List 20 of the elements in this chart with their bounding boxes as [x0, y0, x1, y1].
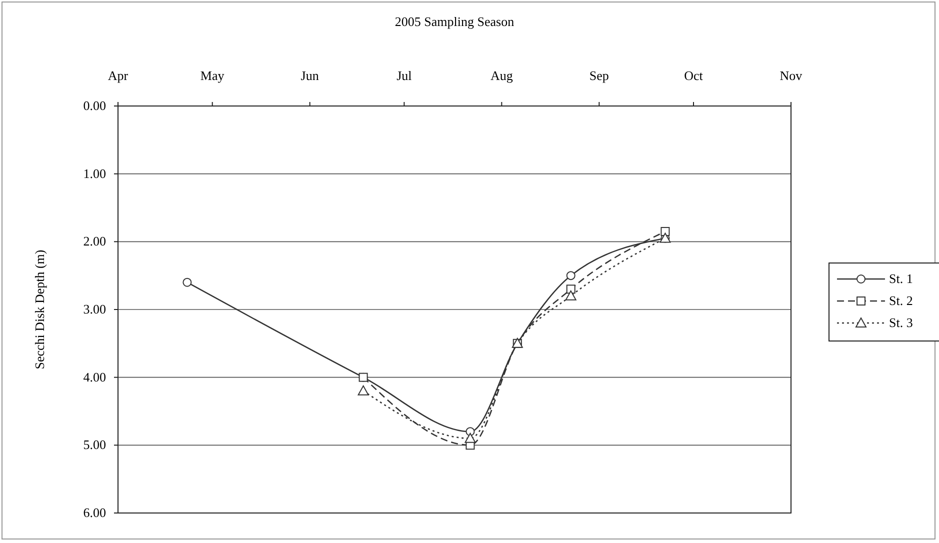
legend-label: St. 1 [889, 271, 913, 286]
y-tick-label: 4.00 [83, 369, 106, 384]
y-tick-label: 5.00 [83, 437, 106, 452]
x-tick-label: Aug [490, 68, 514, 83]
x-tick-label: Oct [684, 68, 704, 83]
x-tick-label: Jun [300, 68, 320, 83]
y-tick-label: 1.00 [83, 166, 106, 181]
x-tick-label: Sep [589, 68, 609, 83]
y-axis-title: Secchi Disk Depth (m) [32, 250, 47, 370]
x-tick-label: May [200, 68, 225, 83]
legend-label: St. 3 [889, 315, 913, 330]
y-tick-label: 2.00 [83, 234, 106, 249]
x-tick-label: Jul [396, 68, 412, 83]
x-tick-label: Apr [108, 68, 129, 83]
y-tick-label: 0.00 [83, 98, 106, 113]
y-tick-label: 3.00 [83, 302, 106, 316]
legend-label: St. 2 [889, 293, 913, 308]
chart-title: 2005 Sampling Season [394, 14, 515, 29]
y-tick-label: 6.00 [83, 505, 106, 520]
x-tick-label: Nov [780, 68, 803, 83]
